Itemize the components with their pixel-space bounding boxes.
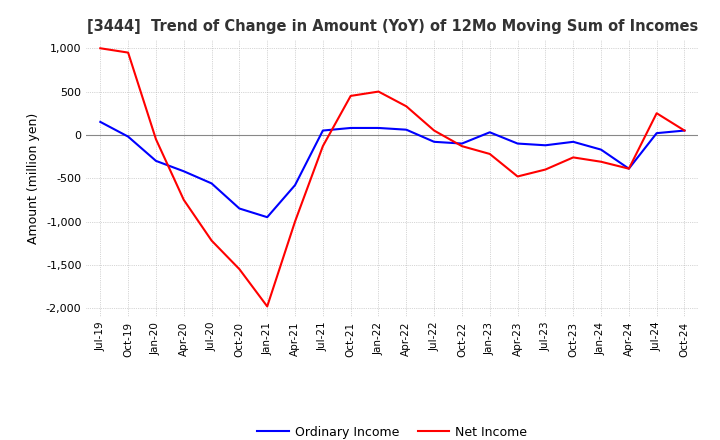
Net Income [402,104,410,109]
Legend: Ordinary Income, Net Income: Ordinary Income, Net Income [252,421,533,440]
Net Income [96,46,104,51]
Net Income [152,136,161,142]
Ordinary Income [124,134,132,139]
Net Income [541,167,550,172]
Net Income [124,50,132,55]
Y-axis label: Amount (million yen): Amount (million yen) [27,113,40,244]
Ordinary Income [513,141,522,146]
Net Income [207,238,216,243]
Ordinary Income [458,141,467,146]
Ordinary Income [541,143,550,148]
Net Income [263,304,271,309]
Net Income [346,93,355,99]
Ordinary Income [346,125,355,131]
Net Income [513,174,522,179]
Line: Ordinary Income: Ordinary Income [100,122,685,217]
Net Income [235,267,243,272]
Ordinary Income [179,169,188,174]
Ordinary Income [152,158,161,164]
Ordinary Income [207,181,216,186]
Ordinary Income [291,183,300,188]
Net Income [374,89,383,94]
Net Income [318,143,327,149]
Ordinary Income [430,139,438,144]
Title: [3444]  Trend of Change in Amount (YoY) of 12Mo Moving Sum of Incomes: [3444] Trend of Change in Amount (YoY) o… [87,19,698,34]
Ordinary Income [680,128,689,133]
Net Income [430,128,438,133]
Ordinary Income [96,119,104,125]
Net Income [624,166,633,171]
Net Income [597,159,606,165]
Net Income [569,155,577,160]
Net Income [680,128,689,133]
Ordinary Income [318,128,327,133]
Net Income [291,219,300,224]
Ordinary Income [485,130,494,135]
Ordinary Income [235,206,243,211]
Line: Net Income: Net Income [100,48,685,306]
Net Income [485,151,494,157]
Ordinary Income [569,139,577,144]
Net Income [458,143,467,149]
Net Income [652,110,661,116]
Ordinary Income [263,215,271,220]
Ordinary Income [374,125,383,131]
Ordinary Income [624,166,633,171]
Ordinary Income [652,131,661,136]
Net Income [179,197,188,202]
Ordinary Income [597,147,606,152]
Ordinary Income [402,127,410,132]
